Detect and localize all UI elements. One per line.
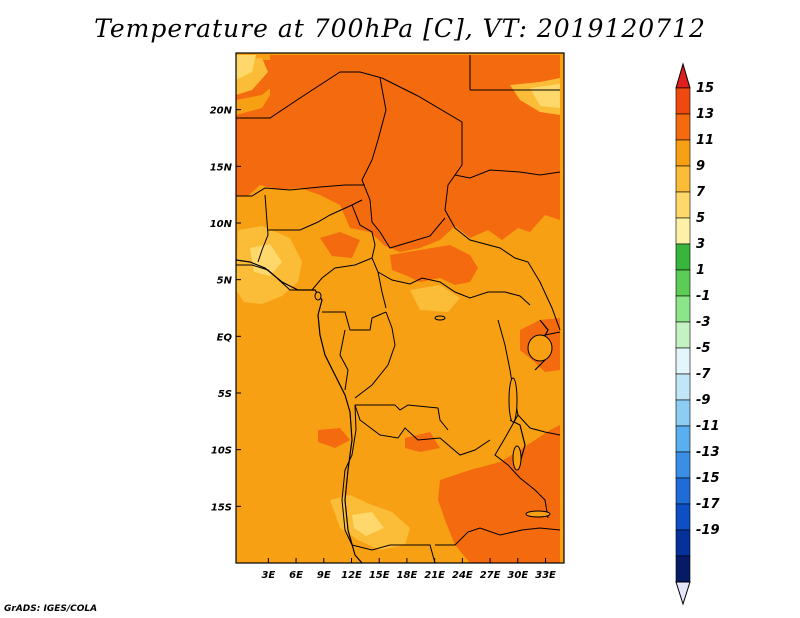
field-cool-center (410, 285, 460, 312)
field-warm-spot-2 (405, 432, 440, 452)
colorbar-swatch (675, 165, 691, 193)
colorbar-label: -11 (696, 419, 720, 434)
colorbar-label: -5 (696, 341, 710, 356)
lon-tick-label: 12E (341, 570, 362, 581)
lat-tick-label: 15S (211, 502, 232, 513)
lon-tick-label: 24E (452, 570, 473, 581)
field-warm-north (236, 55, 560, 252)
colorbar-swatch (675, 503, 691, 531)
field-warm-west (320, 232, 360, 258)
colorbar-swatch (675, 269, 691, 297)
colorbar-label: -7 (696, 367, 711, 382)
colorbar-label: 13 (696, 107, 714, 122)
colorbar-label: -1 (696, 289, 710, 304)
lon-tick-label: 9E (317, 570, 331, 581)
colorbar-swatch (675, 451, 691, 479)
lat-tick-label: 15N (210, 162, 233, 173)
lon-tick-label: 15E (369, 570, 390, 581)
grads-credit: GrADS: IGES/COLA (4, 604, 98, 614)
colorbar-label: -15 (696, 471, 720, 486)
colorbar-swatch (675, 295, 691, 323)
colorbar-label: 3 (696, 237, 705, 252)
colorbar-swatch (675, 87, 691, 115)
colorbar-label: 15 (696, 81, 714, 96)
lon-tick-label: 6E (289, 570, 303, 581)
lat-tick-label: 5N (217, 276, 233, 287)
colorbar-label: -9 (696, 393, 710, 408)
colorbar-swatch (675, 217, 691, 245)
field-pale-south (352, 512, 384, 536)
lat-tick-label: EQ (217, 332, 233, 343)
lat-tick-label: 20N (210, 106, 233, 117)
lon-tick-label: 30E (507, 570, 528, 581)
colorbar-label: -17 (696, 497, 720, 512)
colorbar-swatch (675, 373, 691, 401)
latitude-axis: 20N 15N 10N 5N EQ 5S 10S 15S (210, 106, 241, 513)
colorbar-label: -13 (696, 445, 720, 460)
colorbar-swatch (675, 191, 691, 219)
lon-tick-label: 3E (261, 570, 275, 581)
map-frame (235, 52, 565, 564)
colorbar-label: 1 (696, 263, 705, 278)
colorbar-swatch (675, 399, 691, 427)
lat-tick-label: 5S (218, 389, 232, 400)
colorbar-top-arrow (675, 62, 691, 89)
colorbar-swatch (675, 321, 691, 349)
lat-tick-label: 10S (211, 446, 232, 457)
colorbar-swatch (675, 243, 691, 271)
colorbar-swatch (675, 113, 691, 141)
colorbar-label: 11 (696, 133, 714, 148)
colorbar-swatch (675, 139, 691, 167)
colorbar-swatch (675, 529, 691, 557)
chart-title: Temperature at 700hPa [C], VT: 201912071… (94, 14, 706, 43)
lakes (314, 291, 553, 518)
field-pale-northwest (236, 55, 256, 80)
longitude-axis: 3E 6E 9E 12E 15E 18E 21E 24E 27E 30E 33E (261, 558, 556, 581)
colorbar: 15 13 11 9 7 5 3 1 -1 -3 -5 -7 -9 -11 -13 -15 -17 -19 (675, 62, 720, 606)
colorbar-label: -3 (696, 315, 710, 330)
colorbar-label: 7 (696, 185, 706, 200)
field-pale-west (250, 244, 282, 276)
lon-tick-label: 27E (480, 570, 501, 581)
field-warm-spot (318, 428, 350, 448)
colorbar-swatch (675, 425, 691, 453)
colorbar-label: 9 (696, 159, 705, 174)
colorbar-label: -19 (696, 523, 720, 538)
colorbar-swatch (675, 347, 691, 375)
lat-tick-label: 10N (210, 219, 233, 230)
colorbar-swatch (675, 555, 691, 583)
field-warm-south (438, 425, 560, 563)
colorbar-swatch (675, 477, 691, 505)
map-field (236, 53, 564, 563)
lon-tick-label: 18E (397, 570, 418, 581)
lon-tick-label: 21E (424, 570, 445, 581)
colorbar-label: 5 (696, 211, 705, 226)
lon-tick-label: 33E (535, 570, 556, 581)
colorbar-bottom-arrow (675, 581, 691, 606)
field-warm-central (390, 245, 478, 285)
